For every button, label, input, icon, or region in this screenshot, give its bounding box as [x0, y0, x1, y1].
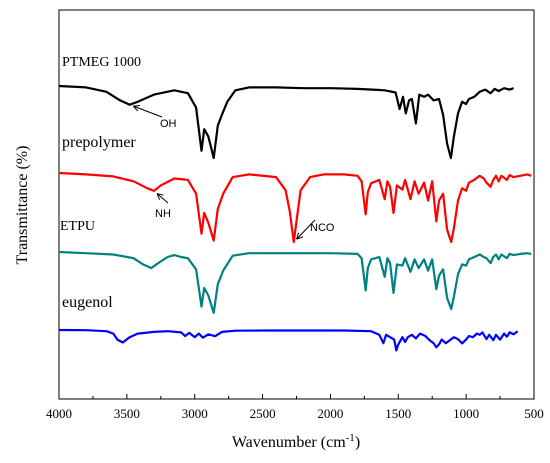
x-tick-label-4000: 4000 — [46, 406, 72, 421]
x-tick-label-2500: 2500 — [250, 406, 276, 421]
annotations-group: OH NH NCO — [132, 104, 335, 240]
spectra-group — [58, 84, 532, 352]
x-tick-label-1500: 1500 — [385, 406, 411, 421]
series-line-prepolymer — [58, 171, 532, 244]
x-tick-label-2000: 2000 — [317, 406, 343, 421]
annotation-label-oh: OH — [160, 118, 177, 130]
annotation-arrow-nco — [296, 219, 316, 240]
series-line-etpu — [58, 250, 532, 314]
x-tick-label-3500: 3500 — [114, 406, 140, 421]
series-label-etpu: ETPU — [60, 219, 95, 234]
x-tick-label-1000: 1000 — [453, 406, 479, 421]
x-axis-title: Wavenumber (cm-1) — [232, 432, 360, 451]
annotation-arrowhead-nh — [156, 193, 164, 200]
annotation-label-nco: NCO — [310, 222, 335, 234]
x-axis-ticks: 4000 3500 3000 2500 2000 1500 1000 500 — [46, 394, 544, 421]
x-tick-label-3000: 3000 — [182, 406, 208, 421]
annotation-label-nh: NH — [155, 208, 171, 220]
series-line-ptmeg-1000 — [58, 84, 514, 160]
series-line-eugenol — [58, 328, 519, 352]
series-label-prepolymer: prepolymer — [62, 134, 136, 151]
y-axis-title: Transmittance (%) — [14, 146, 31, 265]
annotation-arrow-nh — [156, 193, 169, 204]
annotation-arrowhead-nco — [296, 232, 304, 240]
series-label-ptmeg-1000: PTMEG 1000 — [62, 55, 141, 70]
series-label-eugenol: eugenol — [62, 294, 113, 311]
x-tick-label-500: 500 — [524, 406, 544, 421]
annotation-arrow-oh — [133, 105, 163, 118]
series-labels-group: PTMEG 1000 prepolymer ETPU eugenol — [60, 55, 141, 311]
annotation-arrowhead-oh — [132, 104, 141, 112]
